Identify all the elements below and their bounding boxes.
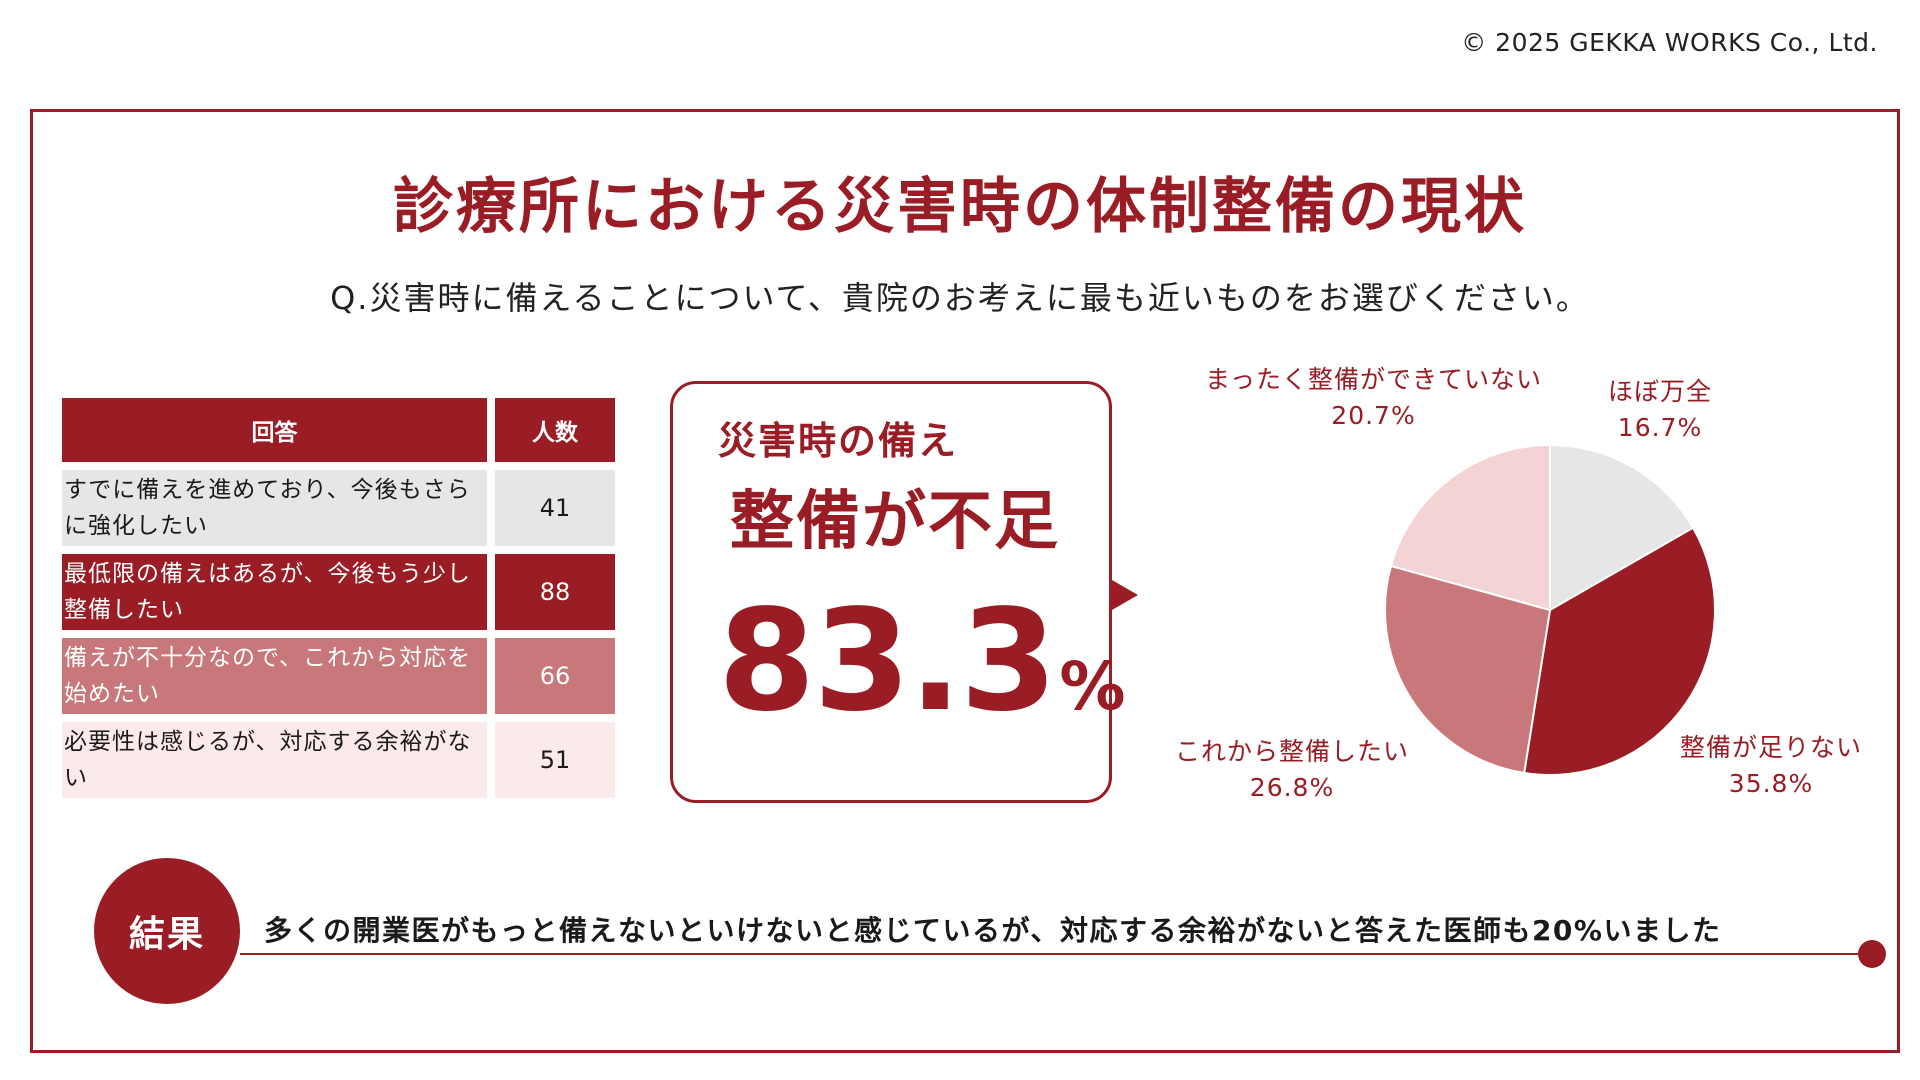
content-frame [30,109,1900,1053]
table-cell-answer: 備えが不十分なので、これから対応を始めたい [62,638,487,714]
summary-callout [670,381,1112,803]
pie-label-name: まったく整備ができていない [1205,365,1543,394]
pie-label-insufficient: 整備が足りない 35.8% [1680,730,1862,802]
pie-label-almost-complete: ほぼ万全 16.7% [1608,374,1712,446]
table-row: すでに備えを進めており、今後もさらに強化したい 41 [62,470,615,546]
callout-subtitle: 災害時の備え [718,419,959,463]
table-cell-answer: 必要性は感じるが、対応する余裕がない [62,722,487,798]
table-cell-answer: すでに備えを進めており、今後もさらに強化したい [62,470,487,546]
callout-value: 83.3 [718,580,1057,743]
callout-percentage: 83.3% [718,580,1126,743]
pie-label-will-prepare: これから整備したい 26.8% [1175,734,1409,806]
result-line-dot [1858,940,1886,968]
callout-unit: % [1059,648,1126,725]
result-text: 多くの開業医がもっと備えないといけないと感じているが、対応する余裕がないと答えた… [264,914,1722,947]
result-underline [240,953,1870,955]
pie-label-name: 整備が足りない [1680,733,1863,762]
pie-label-value: 16.7% [1617,413,1703,442]
table-header-answer: 回答 [62,398,487,462]
pie-label-value: 26.8% [1249,773,1335,802]
table-cell-count: 41 [495,470,615,546]
table-cell-answer: 最低限の備えはあるが、今後もう少し整備したい [62,554,487,630]
pie-label-not-prepared: まったく整備ができていない 20.7% [1205,362,1542,434]
table-row: 備えが不十分なので、これから対応を始めたい 66 [62,638,615,714]
table-header-count: 人数 [495,398,615,462]
table-cell-count: 88 [495,554,615,630]
table-cell-count: 51 [495,722,615,798]
result-badge: 結果 [94,858,240,1004]
pie-slice-3 [1389,443,1551,612]
pie-slice-1 [1523,526,1716,776]
pie-label-name: ほぼ万全 [1608,377,1713,406]
survey-question: Q.災害時に備えることについて、貴院のお考えに最も近いものをお選びください。 [330,279,1590,317]
callout-headline: 整備が不足 [730,485,1060,559]
page-title: 診療所における災害時の体制整備の現状 [393,172,1527,242]
callout-pointer [1112,580,1138,610]
table-cell-count: 66 [495,638,615,714]
answer-table: 回答 人数 すでに備えを進めており、今後もさらに強化したい 41 最低限の備えは… [62,398,615,806]
table-header-row: 回答 人数 [62,398,615,462]
table-row: 必要性は感じるが、対応する余裕がない 51 [62,722,615,798]
pie-label-value: 20.7% [1331,401,1416,430]
table-row: 最低限の備えはあるが、今後もう少し整備したい 88 [62,554,615,630]
pie-slice-0 [1549,443,1695,612]
pie-chart [1384,443,1716,776]
pie-label-value: 35.8% [1728,769,1814,798]
pie-label-name: これから整備したい [1175,737,1410,766]
copyright-text: © 2025 GEKKA WORKS Co., Ltd. [1461,28,1878,57]
pie-slice-2 [1384,564,1552,775]
